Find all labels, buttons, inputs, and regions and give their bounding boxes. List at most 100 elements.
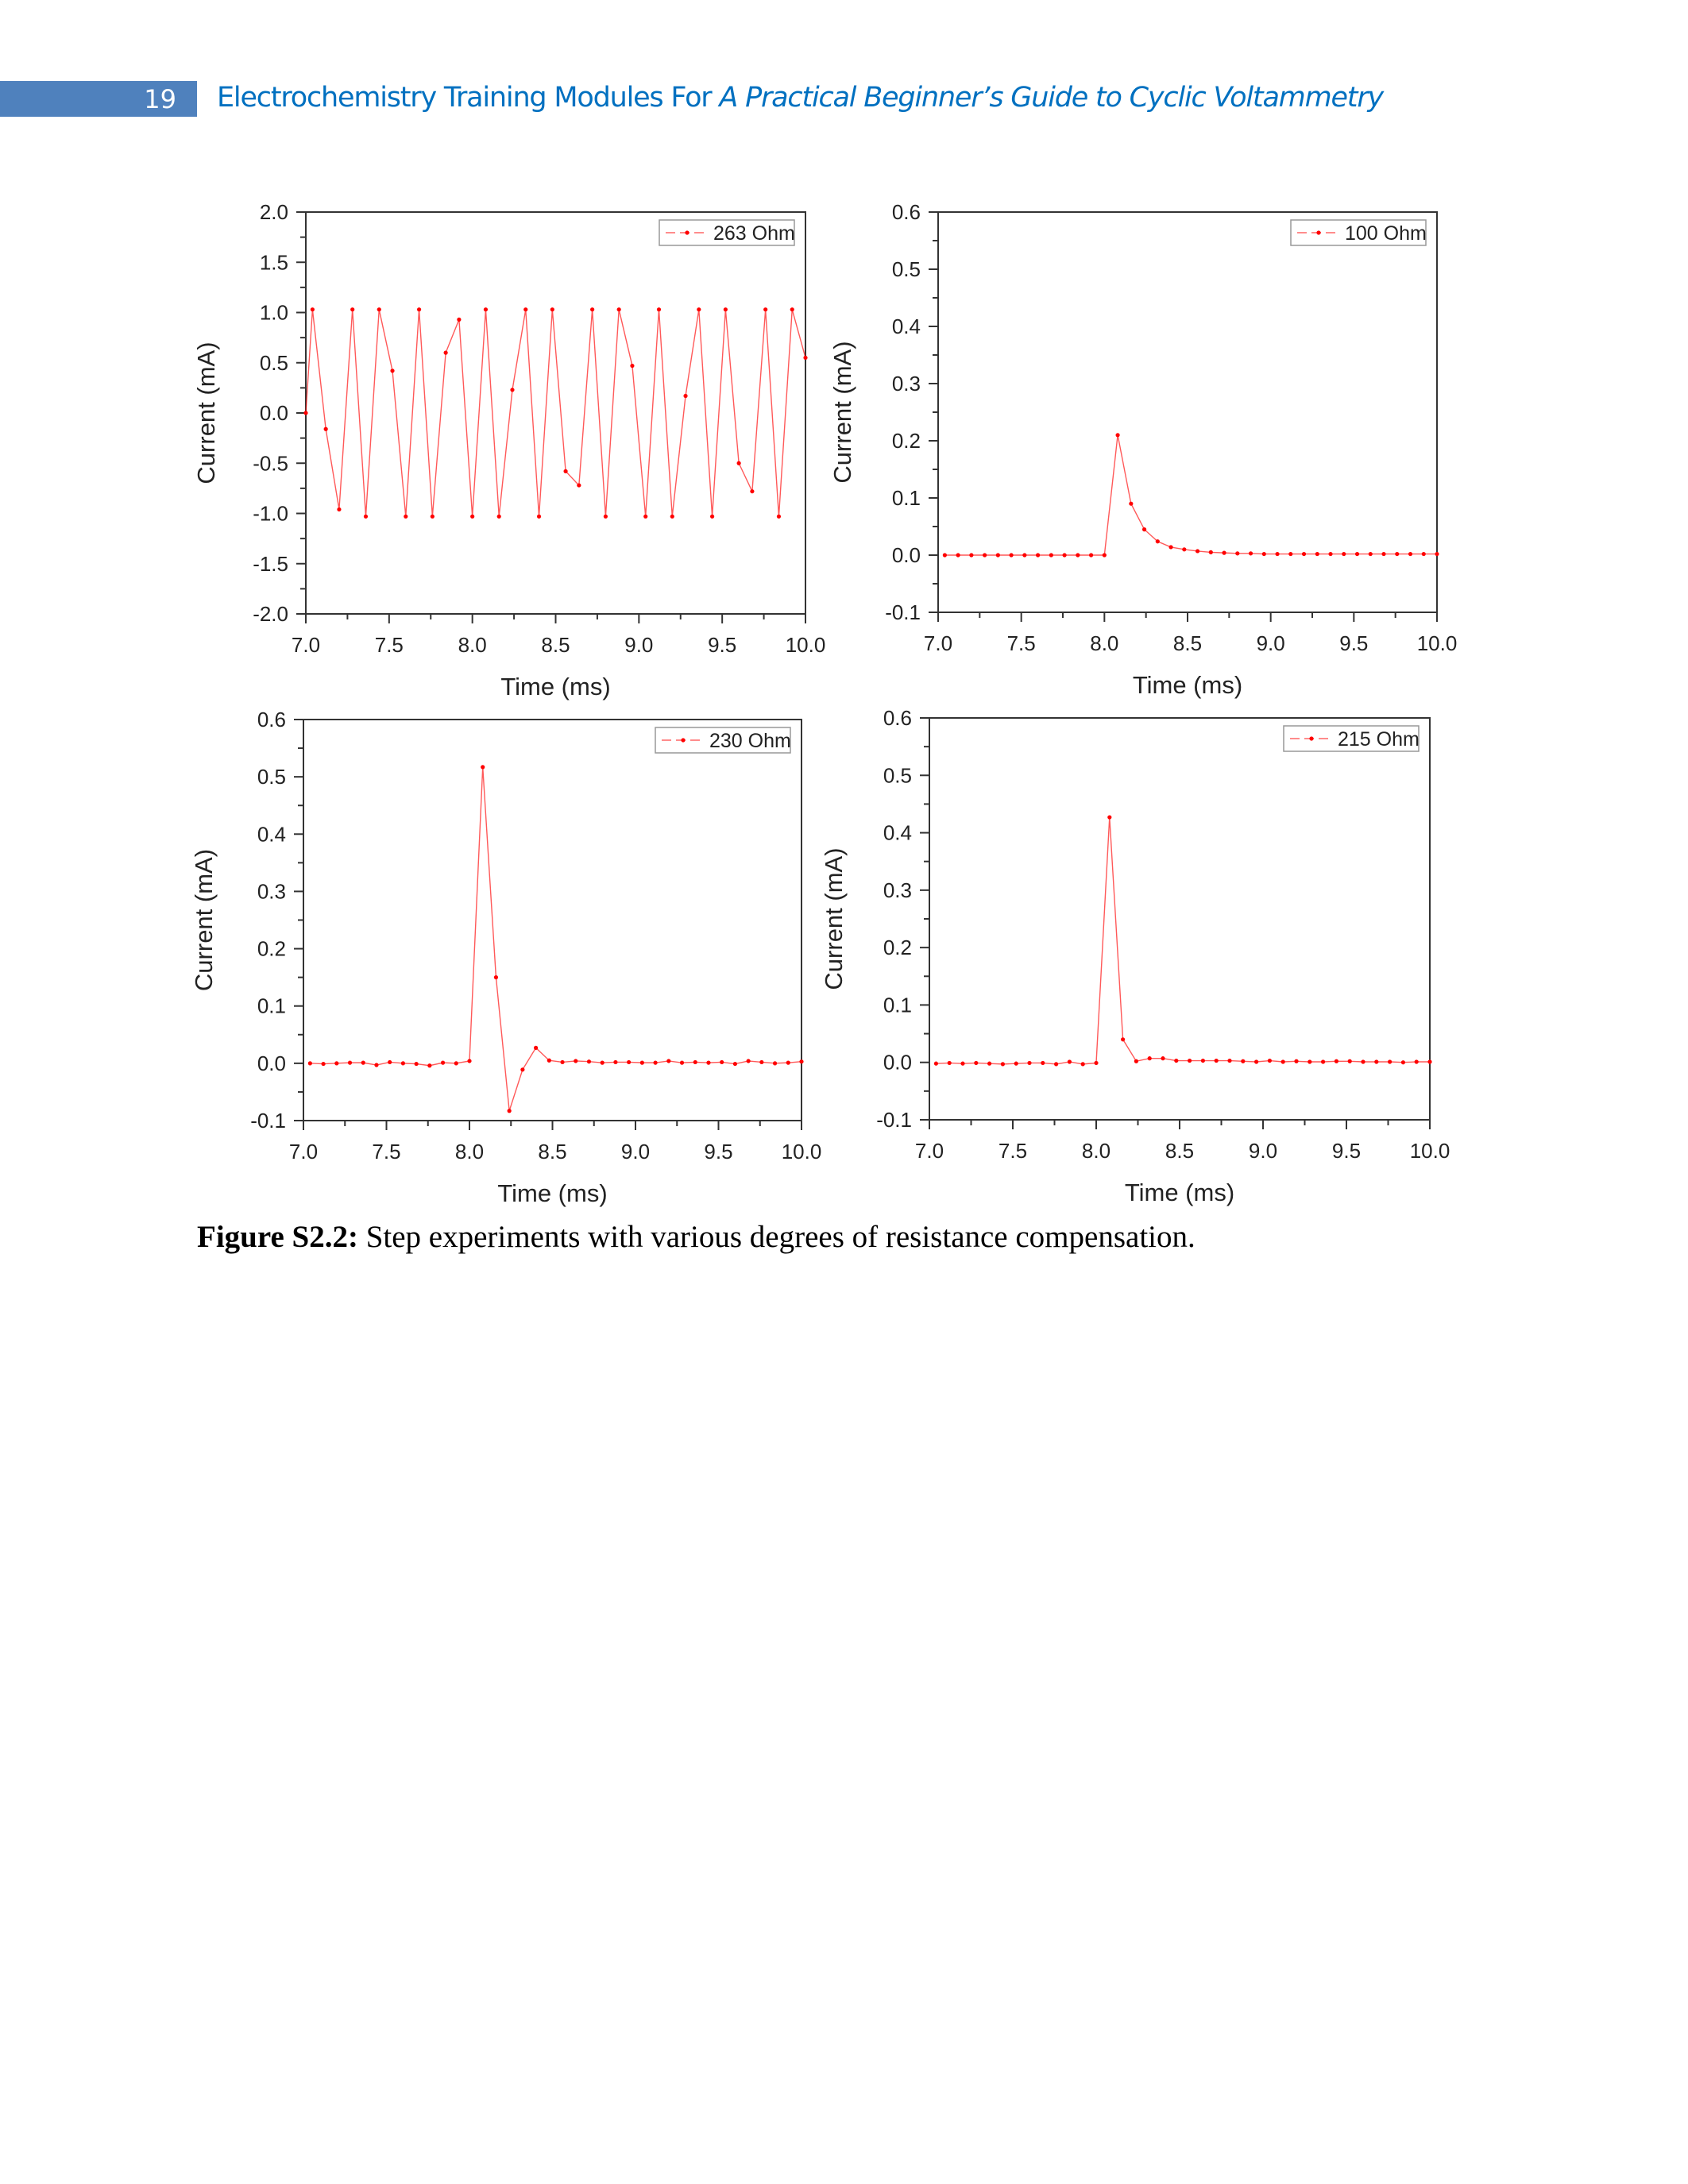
data-point [763, 307, 768, 312]
data-point [454, 1061, 458, 1066]
data-point [600, 1060, 605, 1065]
y-tick-label: -2.0 [253, 602, 288, 626]
x-tick-label: 10.0 [1410, 1139, 1450, 1163]
data-point [1280, 1059, 1285, 1064]
data-point [347, 1060, 353, 1065]
chart-panel-3: 7.0 7.5 8.0 8.5 9.0 9.5 10.0 -0.1 0.0 0.1 0.2 0.3 0.… [820, 706, 1450, 1206]
data-point [577, 483, 581, 488]
x-tick-label: 8.0 [1082, 1139, 1111, 1163]
data-point [507, 1109, 512, 1113]
x-tick-label: 8.0 [458, 633, 487, 657]
caption-label: Figure S2.2: [197, 1220, 358, 1254]
data-point [321, 1061, 326, 1067]
y-tick-label: 0.2 [257, 937, 286, 961]
data-point [1062, 553, 1067, 558]
data-point [643, 514, 648, 519]
y-tick-label: -0.1 [250, 1109, 286, 1133]
data-point [1275, 551, 1280, 557]
data-point [427, 1063, 432, 1068]
data-point [1427, 1059, 1432, 1064]
x-tick-label: 10.0 [1417, 631, 1458, 655]
data-point [1088, 553, 1094, 558]
data-point [337, 507, 342, 512]
data-point [550, 307, 554, 312]
y-tick-label: 0.4 [892, 314, 921, 338]
data-point [493, 975, 499, 980]
data-point [1435, 551, 1439, 557]
data-point [307, 1061, 312, 1066]
y-tick-label: 0.0 [257, 1051, 286, 1075]
data-point [1155, 539, 1160, 544]
running-header: Electrochemistry Training Modules For A … [217, 82, 1384, 114]
figure-panels: 7.0 7.5 8.0 8.5 9.0 9.5 10.0 -2.0 -1.5 -1.0 -0.5 0.… [190, 200, 1458, 1207]
chart-panel-2: 7.0 7.5 8.0 8.5 9.0 9.5 10.0 -0.1 0.0 0.1 0.2 0.3 0.… [190, 708, 821, 1207]
y-tick-label: 2.0 [260, 200, 288, 224]
data-point [1315, 551, 1319, 557]
data-point [1288, 551, 1293, 557]
x-tick-label: 9.5 [1339, 631, 1368, 655]
legend-label: 263 Ohm [713, 222, 795, 245]
y-axis-label: Current (mA) [190, 849, 218, 991]
x-tick-label: 10.0 [786, 633, 826, 657]
y-tick-label: -0.5 [253, 451, 288, 475]
data-point [1328, 551, 1333, 557]
y-tick-label: -0.1 [885, 600, 921, 624]
y-tick-label: 0.2 [883, 936, 912, 959]
data-point [613, 1059, 618, 1065]
data-point [303, 411, 308, 415]
data-point [974, 1060, 979, 1066]
data-point [1168, 545, 1173, 550]
data-point [1102, 553, 1107, 558]
data-point [942, 553, 947, 558]
data-point [1134, 1059, 1138, 1063]
x-axis-label: Time (ms) [500, 673, 610, 700]
data-point [1182, 547, 1187, 552]
data-point [969, 553, 974, 558]
plot-frame [305, 211, 806, 615]
data-point [1147, 1056, 1152, 1061]
y-tick-label: 0.4 [257, 822, 286, 846]
data-point [1222, 550, 1226, 555]
data-point [1141, 527, 1147, 532]
data-point [653, 1060, 658, 1065]
legend-label: 215 Ohm [1338, 728, 1420, 751]
data-point [323, 426, 328, 431]
x-tick-label: 7.0 [292, 633, 320, 657]
data-point [956, 553, 960, 558]
x-axis-label: Time (ms) [497, 1179, 607, 1207]
data-point [720, 1059, 724, 1065]
legend-marker [681, 738, 686, 743]
series-line [944, 434, 1437, 556]
y-axis-label: Current (mA) [820, 847, 848, 990]
data-point [1214, 1058, 1219, 1063]
y-tick-label: 0.5 [883, 763, 912, 787]
data-point [1354, 551, 1360, 557]
data-point [803, 355, 808, 361]
data-point [560, 1059, 565, 1065]
y-tick-label: 0.3 [257, 879, 286, 903]
data-point [1094, 1060, 1099, 1066]
data-point [1381, 551, 1386, 557]
data-point [1395, 551, 1400, 557]
series-line [936, 817, 1430, 1065]
x-tick-label: 7.5 [999, 1139, 1027, 1163]
y-tick-label: 0.5 [257, 765, 286, 789]
data-point [1107, 815, 1112, 820]
y-tick-label: 0.4 [883, 821, 912, 845]
y-tick-label: 0.5 [892, 257, 921, 281]
caption-text: Step experiments with various degrees of… [357, 1220, 1196, 1254]
data-point [374, 1063, 379, 1067]
y-tick-label: 0.2 [892, 429, 921, 453]
data-point [534, 1045, 539, 1050]
data-point [363, 514, 369, 519]
y-tick-label: 0.1 [257, 994, 286, 1018]
legend-marker [685, 230, 689, 235]
y-tick-label: 0.5 [260, 351, 288, 375]
data-point [1174, 1058, 1179, 1063]
legend-marker [1316, 230, 1321, 235]
data-point [772, 1061, 778, 1066]
data-point [1235, 551, 1240, 556]
data-point [947, 1060, 952, 1066]
data-point [414, 1061, 419, 1067]
y-tick-label: 0.0 [260, 401, 288, 425]
